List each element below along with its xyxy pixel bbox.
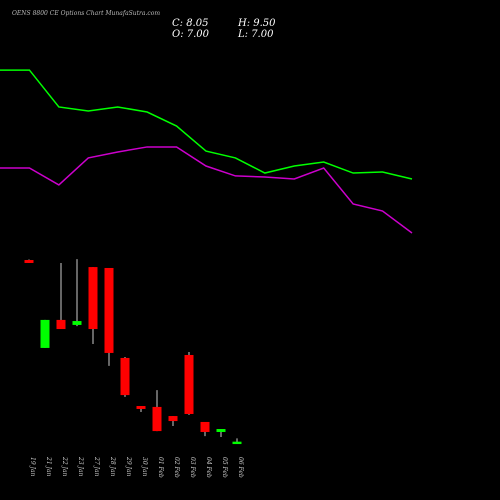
annotation: C: 8.05 <box>172 18 208 29</box>
candle-body <box>88 267 98 330</box>
candle-body <box>232 441 242 445</box>
candle-body <box>168 416 178 422</box>
annotation: H: 9.50 <box>237 18 276 29</box>
candle-body <box>120 357 130 396</box>
candle-body <box>136 406 146 409</box>
x-tick-label: 22 Jan <box>61 456 68 477</box>
x-tick-label: 04 Feb <box>205 457 212 478</box>
x-tick-label: 02 Feb <box>173 457 180 478</box>
annotation: L: 7.00 <box>237 29 274 40</box>
line-series <box>0 146 413 234</box>
candle-body <box>104 267 114 353</box>
x-tick-label: 01 Feb <box>157 457 164 478</box>
annotation: O: 7.00 <box>172 29 210 40</box>
x-tick-label: 21 Jan <box>45 456 52 477</box>
x-tick-label: 28 Jan <box>109 456 116 477</box>
x-tick-label: 27 Jan <box>93 456 100 477</box>
candle-body <box>216 429 226 432</box>
line-series <box>0 69 413 180</box>
candle-body <box>152 406 162 432</box>
x-tick-label: 03 Feb <box>189 457 196 478</box>
x-tick-label: 23 Jan <box>77 456 84 477</box>
x-tick-label: 29 Jan <box>125 456 132 477</box>
x-tick-label: 06 Feb <box>237 457 244 478</box>
candle-body <box>72 321 82 325</box>
chart-title: OENS 8800 CE Options Chart MunafaSutra.c… <box>12 10 160 17</box>
candle-body <box>40 319 50 348</box>
x-tick-label: 30 Jan <box>141 457 148 477</box>
candle-body <box>184 354 194 414</box>
candle-body <box>200 421 210 432</box>
x-tick-label: 19 Jan <box>29 457 36 477</box>
candle-body <box>24 260 34 263</box>
x-tick-label: 05 Feb <box>221 457 228 478</box>
candle-body <box>56 319 66 330</box>
